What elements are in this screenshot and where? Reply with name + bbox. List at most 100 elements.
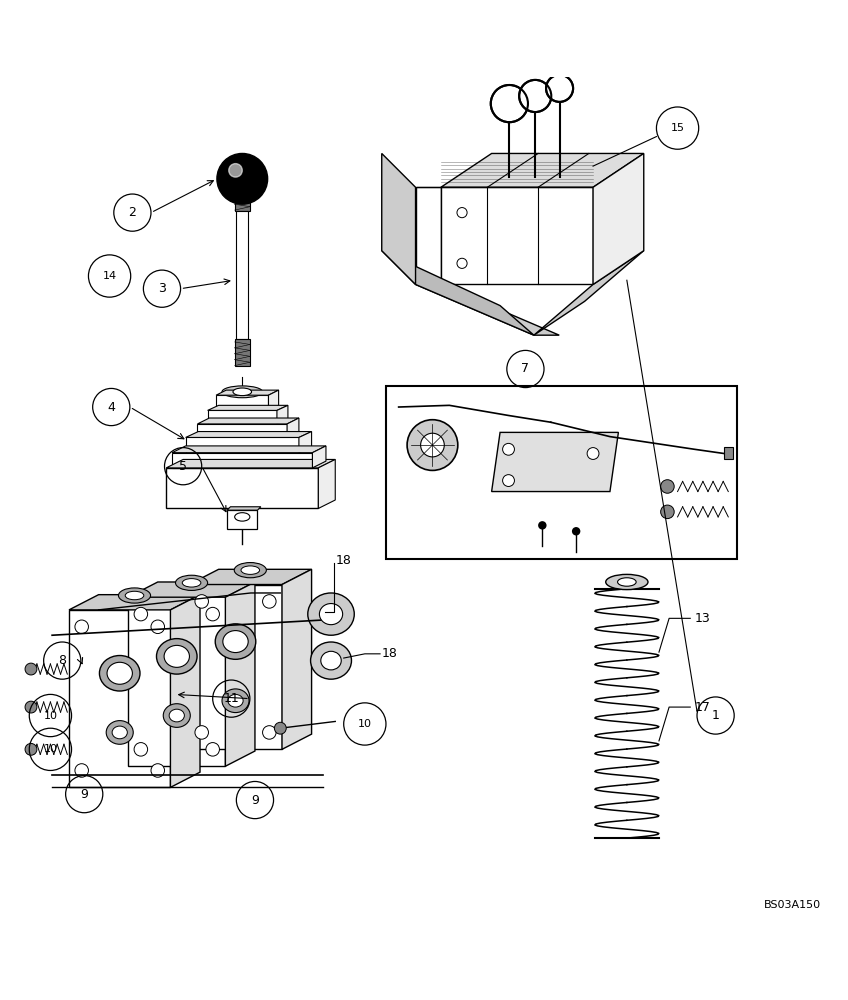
Ellipse shape xyxy=(157,639,197,674)
Text: 10: 10 xyxy=(358,719,371,729)
Circle shape xyxy=(546,75,573,102)
Circle shape xyxy=(503,443,515,455)
Bar xyxy=(237,211,248,339)
Bar xyxy=(386,386,737,559)
Circle shape xyxy=(661,505,674,519)
Text: 8: 8 xyxy=(59,654,66,667)
Polygon shape xyxy=(492,432,618,492)
Ellipse shape xyxy=(321,651,341,670)
Ellipse shape xyxy=(234,563,266,578)
Bar xyxy=(189,585,282,749)
Text: 7: 7 xyxy=(522,362,529,375)
Ellipse shape xyxy=(241,566,259,574)
Polygon shape xyxy=(186,432,311,437)
Text: 14: 14 xyxy=(103,271,117,281)
Text: 3: 3 xyxy=(158,282,166,295)
Text: BS03A150: BS03A150 xyxy=(764,900,821,910)
Bar xyxy=(172,453,312,468)
Polygon shape xyxy=(208,405,288,410)
Polygon shape xyxy=(312,446,326,468)
Polygon shape xyxy=(318,459,335,508)
Ellipse shape xyxy=(176,575,208,590)
Circle shape xyxy=(75,620,88,634)
Circle shape xyxy=(503,475,515,486)
Circle shape xyxy=(206,607,220,621)
Circle shape xyxy=(457,208,467,218)
Bar xyxy=(216,395,269,410)
Ellipse shape xyxy=(182,579,201,587)
Text: 11: 11 xyxy=(223,692,239,705)
Circle shape xyxy=(572,527,580,535)
Polygon shape xyxy=(166,459,335,468)
Text: 13: 13 xyxy=(695,612,711,625)
Polygon shape xyxy=(189,569,311,585)
Bar xyxy=(227,510,258,529)
Polygon shape xyxy=(227,507,261,510)
Circle shape xyxy=(457,258,467,268)
Ellipse shape xyxy=(106,721,133,744)
Circle shape xyxy=(195,726,209,739)
Polygon shape xyxy=(416,187,441,284)
Ellipse shape xyxy=(119,588,151,603)
Ellipse shape xyxy=(169,709,184,722)
Ellipse shape xyxy=(605,574,648,590)
Ellipse shape xyxy=(308,593,354,635)
Bar xyxy=(186,437,298,453)
Circle shape xyxy=(75,764,88,777)
Circle shape xyxy=(491,85,528,122)
Polygon shape xyxy=(170,595,200,787)
Polygon shape xyxy=(69,595,200,610)
Ellipse shape xyxy=(223,631,248,653)
Circle shape xyxy=(195,595,209,608)
Polygon shape xyxy=(269,390,279,410)
Bar xyxy=(208,410,277,424)
Circle shape xyxy=(229,164,243,177)
Polygon shape xyxy=(593,153,644,284)
Text: 15: 15 xyxy=(671,123,684,133)
Bar xyxy=(69,610,170,787)
Ellipse shape xyxy=(99,656,140,691)
Text: 2: 2 xyxy=(128,206,137,219)
Polygon shape xyxy=(441,153,644,187)
Circle shape xyxy=(661,480,674,493)
Text: 17: 17 xyxy=(695,701,711,714)
Polygon shape xyxy=(172,446,326,453)
Polygon shape xyxy=(382,153,416,284)
Circle shape xyxy=(519,80,551,112)
Circle shape xyxy=(25,663,37,675)
Polygon shape xyxy=(226,582,255,766)
Ellipse shape xyxy=(421,433,444,457)
Bar xyxy=(128,597,226,766)
Circle shape xyxy=(538,521,547,530)
Ellipse shape xyxy=(164,704,190,727)
Bar xyxy=(166,468,318,508)
Polygon shape xyxy=(441,187,593,284)
Ellipse shape xyxy=(165,645,189,667)
Ellipse shape xyxy=(617,578,636,586)
Bar xyxy=(235,339,250,366)
Circle shape xyxy=(217,153,268,204)
Circle shape xyxy=(25,743,37,755)
Polygon shape xyxy=(416,284,559,335)
Polygon shape xyxy=(287,418,298,437)
Ellipse shape xyxy=(126,591,144,600)
Polygon shape xyxy=(382,251,534,335)
Ellipse shape xyxy=(233,388,252,396)
Ellipse shape xyxy=(222,386,263,398)
Circle shape xyxy=(134,607,148,621)
Polygon shape xyxy=(534,251,644,335)
Ellipse shape xyxy=(235,513,250,521)
Text: 1: 1 xyxy=(711,709,720,722)
Ellipse shape xyxy=(407,420,458,470)
Ellipse shape xyxy=(215,624,256,659)
Polygon shape xyxy=(128,582,255,597)
Ellipse shape xyxy=(228,694,243,707)
Ellipse shape xyxy=(310,642,351,679)
Polygon shape xyxy=(298,432,311,453)
Text: 10: 10 xyxy=(43,711,58,721)
Text: 9: 9 xyxy=(251,794,259,807)
Text: 4: 4 xyxy=(108,401,115,414)
Polygon shape xyxy=(282,569,311,749)
Ellipse shape xyxy=(320,604,343,625)
Bar xyxy=(235,184,250,211)
